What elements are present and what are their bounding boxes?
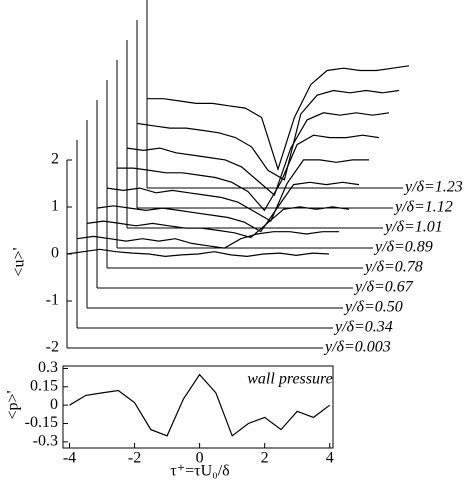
y-tick-label: 1 bbox=[51, 198, 59, 215]
x-axis-label: τ⁺=τU₀/δ bbox=[170, 463, 229, 480]
series-label: y/δ=0.67 bbox=[353, 279, 414, 296]
data-line bbox=[126, 112, 390, 197]
y-tick-label: 0 bbox=[51, 245, 59, 262]
y-tick-label: 0.15 bbox=[30, 377, 58, 394]
y-axis-label: <u>' bbox=[11, 247, 28, 276]
series-label: y/δ=0.78 bbox=[363, 259, 423, 276]
x-tick-label: 4 bbox=[326, 450, 334, 467]
y-tick-label: -0.15 bbox=[25, 414, 58, 431]
y-tick-label: -2 bbox=[46, 339, 59, 356]
series-label: y/δ=0.50 bbox=[343, 299, 403, 316]
y-tick-label: -1 bbox=[46, 292, 59, 309]
series-label: y/δ=1.12 bbox=[393, 199, 453, 216]
x-tick-label: 2 bbox=[261, 450, 269, 467]
y-tick-label: 0 bbox=[50, 396, 58, 413]
data-line bbox=[69, 373, 331, 437]
plot-frame bbox=[62, 365, 334, 449]
data-line bbox=[76, 231, 339, 249]
data-line bbox=[86, 206, 350, 239]
series-label: y/δ=0.89 bbox=[373, 239, 433, 256]
series-label: y/δ=1.23 bbox=[403, 179, 463, 196]
panel-title: wall pressure bbox=[247, 371, 332, 388]
data-line bbox=[136, 89, 400, 181]
y-tick-label: -0.3 bbox=[33, 433, 58, 450]
series-label: y/δ=1.01 bbox=[383, 219, 443, 236]
y-tick-label: 0.3 bbox=[38, 359, 58, 376]
data-line bbox=[117, 134, 380, 212]
y-axis-label: <p>' bbox=[5, 390, 22, 419]
data-line bbox=[96, 181, 360, 233]
x-tick-label: 0 bbox=[196, 450, 204, 467]
data-line bbox=[147, 65, 410, 172]
series-label: y/δ=0.003 bbox=[323, 339, 391, 356]
data-line bbox=[66, 248, 330, 258]
y-tick-label: 2 bbox=[51, 151, 59, 168]
x-tick-label: -2 bbox=[128, 450, 141, 467]
x-tick-label: -4 bbox=[63, 450, 76, 467]
data-line bbox=[106, 159, 369, 222]
series-label: y/δ=0.34 bbox=[333, 319, 393, 336]
